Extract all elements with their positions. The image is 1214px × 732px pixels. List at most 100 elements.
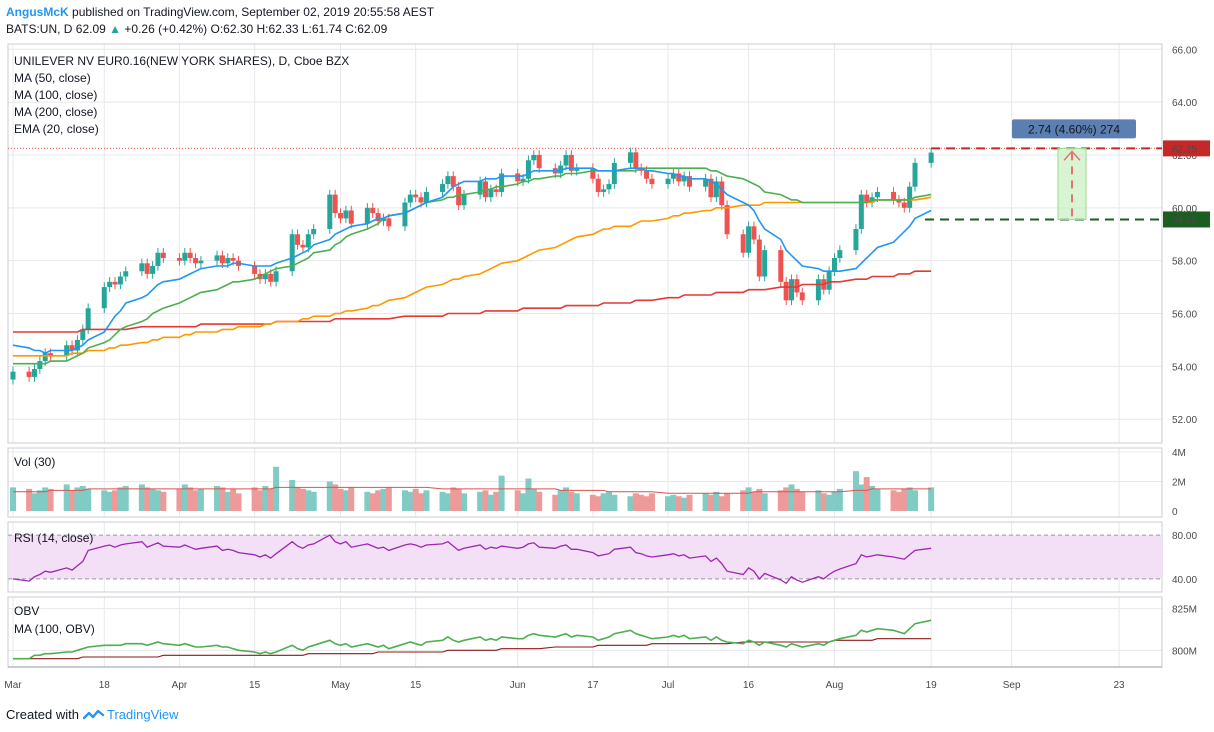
volume-bar <box>337 488 344 511</box>
candle-body <box>117 276 123 285</box>
candle-body <box>160 252 166 259</box>
volume-bar <box>192 490 199 511</box>
candle-body <box>375 213 381 222</box>
volume-bar <box>42 487 49 511</box>
volume-bar <box>820 493 827 511</box>
volume-bar <box>176 488 183 511</box>
volume-bar <box>262 485 269 511</box>
candle-body <box>402 202 408 227</box>
pane-obv <box>7 596 1163 668</box>
volume-bar <box>686 494 693 511</box>
y-tick-label: 56.00 <box>1172 310 1197 321</box>
candle-body <box>574 168 580 171</box>
volume-bar <box>648 493 655 511</box>
y-tick-label: 54.00 <box>1172 362 1197 373</box>
volume-bar <box>799 491 806 511</box>
candle-body <box>364 207 370 224</box>
candle-body <box>85 308 91 330</box>
volume-bar <box>342 490 349 511</box>
series-line-3 <box>12 167 932 355</box>
candle-body <box>568 154 574 171</box>
candle-body <box>488 189 494 198</box>
volume-bar <box>117 487 124 511</box>
volume-bar <box>197 488 204 511</box>
tradingview-brand-link[interactable]: TradingView <box>106 707 179 722</box>
volume-bar <box>863 477 870 511</box>
volume-bar <box>160 491 167 511</box>
candle-body <box>214 255 220 261</box>
ohlc-values: O:62.30 H:62.33 L:61.74 C:62.09 <box>210 22 388 36</box>
y-tick-label: 66.00 <box>1172 45 1197 56</box>
y-tick-label: 62.00 <box>1172 151 1197 162</box>
candle-body <box>831 258 837 272</box>
volume-bar <box>79 485 86 511</box>
pane-frames <box>7 43 1163 668</box>
volume-bar <box>294 487 301 511</box>
candle-body <box>139 263 145 272</box>
candle-body <box>37 361 43 370</box>
candle-body <box>338 213 344 219</box>
candle-body <box>332 194 338 214</box>
candle-body <box>407 194 413 203</box>
volume-bar <box>745 487 752 511</box>
volume-bar <box>305 490 312 511</box>
volume-bar <box>47 488 54 511</box>
candle-body <box>719 181 725 206</box>
candle-body <box>456 186 462 206</box>
author-link[interactable]: AngusMcK <box>6 5 69 19</box>
volume-bar <box>461 493 468 511</box>
volume-bar <box>874 488 881 511</box>
y-tick-label: 52.00 <box>1172 415 1197 426</box>
candle-body <box>558 165 564 174</box>
candle-body <box>665 178 671 185</box>
volume-bar <box>375 490 382 511</box>
pane-price <box>7 43 1163 444</box>
volume-bar <box>482 490 489 511</box>
volume-bar <box>74 487 81 511</box>
candle-body <box>418 197 424 203</box>
legend-entry: EMA (20, close) <box>14 122 99 136</box>
candle-body <box>515 173 521 182</box>
volume-bar <box>707 494 714 511</box>
candle-body <box>891 191 897 200</box>
volume-bar <box>901 488 908 511</box>
volume-bar <box>10 487 16 511</box>
volume-bar <box>412 488 419 511</box>
volume-bar <box>852 471 859 511</box>
candle-body <box>815 279 821 301</box>
symbol: BATS:UN, D <box>6 22 73 36</box>
volume-bar <box>498 475 505 511</box>
volume-bar <box>63 484 70 511</box>
candle-body <box>348 210 354 224</box>
obv-ma-line <box>13 638 932 660</box>
volume-bar <box>890 490 897 511</box>
candle-body <box>370 207 376 214</box>
last-price: 62.09 <box>75 22 106 36</box>
last-price-label: 62.25 <box>1172 144 1197 155</box>
candle-body <box>311 228 317 235</box>
volume-bar <box>380 488 387 511</box>
candle-body <box>601 189 607 192</box>
volume-bar <box>31 493 38 511</box>
volume-bar <box>638 494 645 511</box>
created-with-text: Created with <box>6 707 79 722</box>
volume-bar <box>144 487 151 511</box>
rsi-tick-label: 80.00 <box>1172 531 1197 542</box>
candle-body <box>386 218 392 227</box>
candle-body <box>327 194 333 229</box>
volume-bar <box>713 491 720 511</box>
volume-bar <box>718 496 725 511</box>
candle-body <box>445 176 451 185</box>
measure-arrow-head <box>1063 150 1081 161</box>
candle-body <box>450 176 456 187</box>
volume-bar <box>214 485 221 511</box>
volume-bar <box>895 491 902 511</box>
obv-tick-label: 825M <box>1172 605 1197 616</box>
volume-bar <box>761 493 768 511</box>
volume-bar <box>423 490 430 511</box>
price-change: +0.26 (+0.42%) <box>124 22 208 36</box>
vol-tick-label: 2M <box>1172 478 1186 489</box>
candle-body <box>493 189 499 192</box>
tradingview-logo-icon <box>82 709 105 720</box>
